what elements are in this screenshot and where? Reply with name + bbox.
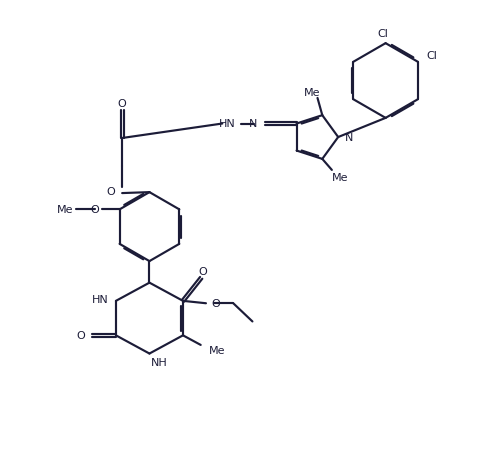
Text: O: O [91, 205, 100, 215]
Text: N: N [249, 118, 257, 128]
Text: Cl: Cl [378, 28, 388, 39]
Text: Me: Me [57, 205, 73, 215]
Text: NH: NH [150, 358, 167, 367]
Text: HN: HN [219, 118, 236, 128]
Text: O: O [211, 299, 220, 308]
Text: O: O [118, 99, 126, 109]
Text: HN: HN [91, 294, 108, 304]
Text: O: O [106, 186, 115, 196]
Text: N: N [345, 133, 354, 143]
Text: O: O [77, 330, 85, 341]
Text: O: O [198, 266, 207, 276]
Text: Me: Me [304, 88, 320, 98]
Text: Cl: Cl [426, 50, 437, 61]
Text: Me: Me [209, 346, 225, 355]
Text: Me: Me [332, 173, 349, 183]
